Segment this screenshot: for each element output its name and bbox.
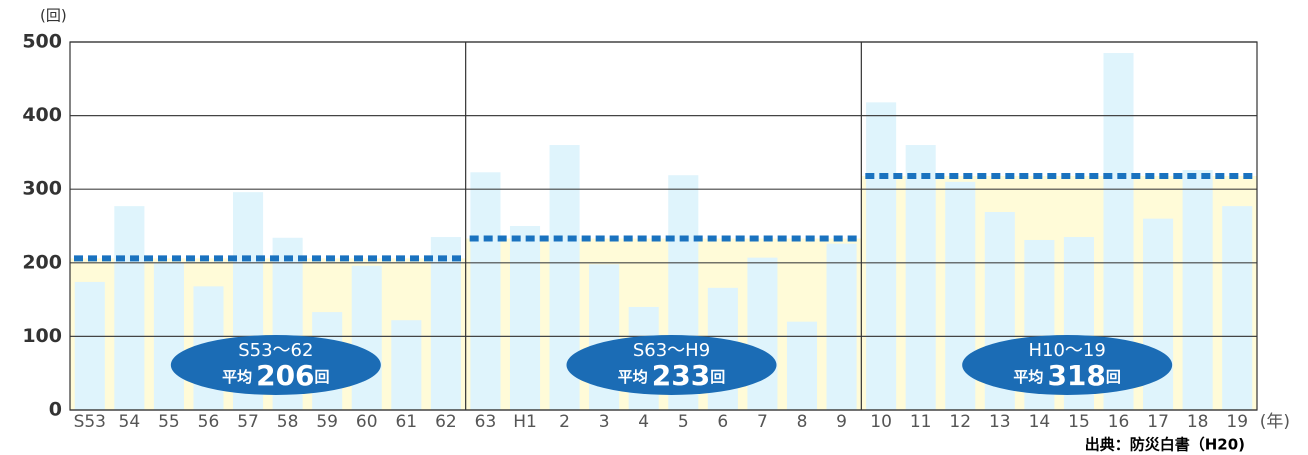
x-tick-label: 56	[198, 412, 220, 432]
period-badge	[566, 335, 777, 395]
bar	[74, 281, 105, 410]
period-badge	[962, 335, 1173, 395]
x-tick-label: 57	[237, 412, 259, 432]
plot-frame	[69, 41, 1258, 411]
x-tick-label: 16	[1108, 412, 1130, 432]
bar	[747, 257, 778, 410]
x-tick-label: 54	[119, 412, 141, 432]
y-tick-label: 300	[22, 178, 62, 200]
x-tick-label: 9	[836, 412, 847, 432]
x-tick-label: 13	[989, 412, 1011, 432]
average-value: 233	[652, 359, 710, 392]
x-tick-label: 58	[277, 412, 299, 432]
x-tick-label: 10	[870, 412, 892, 432]
x-tick-label: 18	[1187, 412, 1209, 432]
average-prefix: 平均	[618, 368, 648, 386]
x-tick-label: 61	[395, 412, 417, 432]
x-tick-label: 2	[559, 412, 570, 432]
period-label: S53〜62	[238, 340, 313, 361]
bar	[470, 172, 501, 410]
x-tick-label: 19	[1226, 412, 1248, 432]
bar	[1182, 170, 1213, 410]
bar	[509, 226, 541, 410]
period-average: 平均 318回	[1013, 359, 1120, 392]
average-value: 206	[256, 359, 314, 392]
bar	[1222, 206, 1253, 410]
x-tick-label: 15	[1068, 412, 1090, 432]
bar	[826, 243, 857, 410]
y-tick-label: 200	[22, 251, 62, 273]
x-tick-label: 14	[1029, 412, 1051, 432]
bar	[866, 102, 897, 411]
y-tick-label: 400	[22, 104, 62, 126]
average-prefix: 平均	[1013, 368, 1043, 386]
x-tick-label: 8	[797, 412, 808, 432]
x-tick-label: 63	[475, 412, 497, 432]
x-tick-label: 60	[356, 412, 378, 432]
x-tick-label: 12	[949, 412, 971, 432]
y-tick-label: 500	[22, 31, 62, 53]
average-unit: 回	[315, 368, 330, 386]
period-badge	[170, 335, 381, 395]
x-unit: (年)	[1260, 412, 1290, 432]
average-unit: 回	[710, 368, 725, 386]
average-prefix: 平均	[222, 368, 252, 386]
bar	[905, 145, 936, 411]
x-tick-label: 6	[717, 412, 728, 432]
x-tick-label: 7	[757, 412, 768, 432]
x-tick-label: 11	[910, 412, 932, 432]
period-label: H10〜19	[1028, 340, 1105, 361]
bar	[786, 321, 818, 410]
x-tick-label: 3	[599, 412, 610, 432]
y-unit: (回)	[40, 7, 67, 25]
average-unit: 回	[1106, 368, 1121, 386]
y-tick-label: 0	[49, 399, 62, 421]
x-tick-label: S53	[74, 412, 106, 432]
x-tick-label: 62	[435, 412, 457, 432]
bar	[391, 320, 422, 410]
x-tick-label: 4	[638, 412, 649, 432]
x-tick-label: 17	[1147, 412, 1169, 432]
bar	[430, 237, 461, 410]
source: 出典：防災白書（H20)	[1085, 436, 1245, 454]
x-tick-label: H1	[513, 412, 537, 432]
x-tick-label: 59	[316, 412, 338, 432]
x-tick-label: 55	[158, 412, 180, 432]
bar	[114, 206, 145, 410]
y-tick-label: 100	[22, 325, 62, 347]
period-average: 平均 233回	[618, 359, 725, 392]
period-average: 平均 206回	[222, 359, 329, 392]
x-tick-label: 5	[678, 412, 689, 432]
average-value: 318	[1047, 359, 1105, 392]
period-label: S63〜H9	[633, 340, 710, 361]
bar	[351, 265, 382, 410]
